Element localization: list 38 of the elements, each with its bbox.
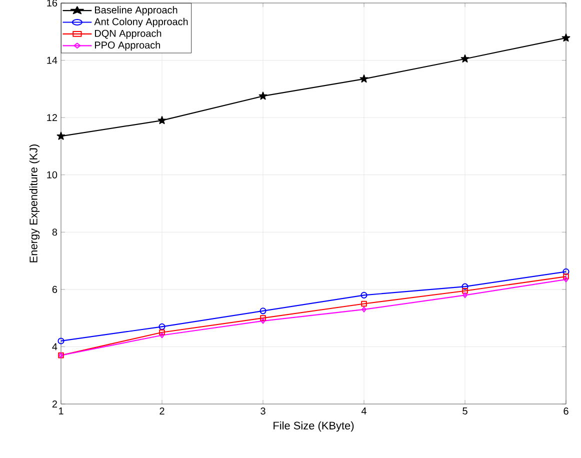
point (361, 300, 367, 307)
legend-label: PPO Approach (95, 41, 160, 51)
x-tick-label: 3 (260, 408, 266, 415)
y-tick-label: 10 (47, 171, 58, 178)
legend-label: Baseline Approach (95, 6, 178, 16)
y-tick-label: 14 (47, 56, 58, 64)
point (158, 323, 166, 330)
point (258, 92, 268, 100)
y-tick-label: 2 (52, 400, 57, 408)
point (159, 330, 165, 336)
point (460, 54, 470, 62)
point (260, 308, 266, 314)
x-tick-label: 6 (564, 408, 568, 415)
point (260, 315, 266, 321)
point (56, 132, 66, 140)
x-tick-label: 1 (58, 408, 64, 414)
point (362, 306, 366, 312)
x-tick-label: 5 (462, 408, 468, 414)
point (260, 318, 266, 324)
y-tick-label: 4 (52, 343, 58, 350)
point (562, 34, 570, 42)
point (462, 288, 468, 294)
legend-label: DQN Approach (95, 30, 162, 39)
legend-label: Ant Colony Approach (94, 18, 188, 28)
point (462, 283, 468, 290)
y-axis-title: Energy Expenditure (KJ) (29, 144, 40, 262)
point (158, 116, 166, 124)
point (360, 292, 368, 298)
x-axis-title: File Size (KByte) (274, 421, 354, 432)
y-tick-label: 8 (52, 228, 58, 236)
x-tick-label: 4 (361, 408, 366, 414)
x-tick-label: 2 (160, 408, 164, 414)
point (462, 292, 468, 298)
point (160, 332, 164, 338)
point (563, 274, 569, 280)
y-tick-label: 12 (47, 114, 57, 122)
y-tick-label: 6 (52, 286, 58, 293)
point (360, 74, 368, 83)
